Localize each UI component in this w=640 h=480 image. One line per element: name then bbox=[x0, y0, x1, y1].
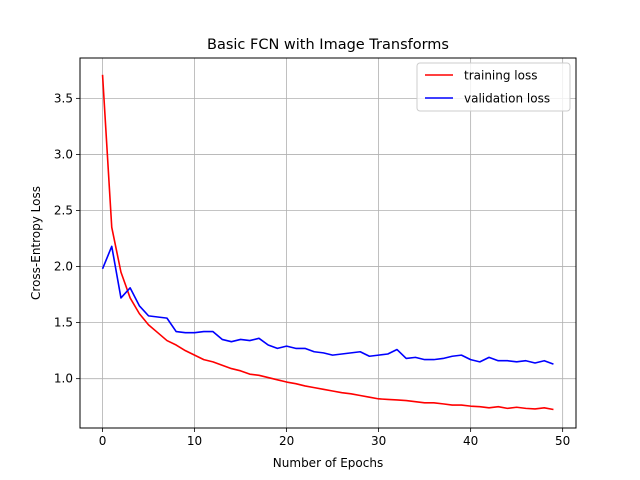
y-tick-label: 2.0 bbox=[54, 260, 73, 274]
plot-frame bbox=[79, 57, 577, 429]
y-tick-label: 1.0 bbox=[54, 372, 73, 386]
x-tick-label: 20 bbox=[279, 434, 294, 448]
series-layer bbox=[101, 74, 554, 411]
y-tick-label: 1.5 bbox=[54, 316, 73, 330]
y-tick-label: 2.5 bbox=[54, 203, 73, 217]
x-axis-label: Number of Epochs bbox=[273, 456, 383, 470]
y-tick-label: 3.0 bbox=[54, 147, 73, 161]
grid-lines bbox=[80, 58, 576, 428]
x-tick-label: 0 bbox=[99, 434, 107, 448]
legend-label-validation-loss: validation loss bbox=[464, 92, 550, 106]
y-axis: 1.0 1.5 2.0 2.5 3.0 3.5 bbox=[54, 91, 80, 386]
series-line-validation-loss bbox=[101, 245, 554, 365]
chart-title: Basic FCN with Image Transforms bbox=[207, 37, 449, 53]
x-tick-label: 50 bbox=[555, 434, 570, 448]
x-tick-label: 40 bbox=[463, 434, 478, 448]
y-tick-label: 3.5 bbox=[54, 91, 73, 105]
legend-box bbox=[416, 62, 571, 112]
y-axis-label: Cross-Entropy Loss bbox=[29, 186, 43, 300]
series-line-training-loss bbox=[101, 74, 554, 411]
x-tick-label: 10 bbox=[187, 434, 202, 448]
x-axis: 0 10 20 30 40 50 bbox=[99, 428, 570, 448]
legend: training loss validation loss bbox=[416, 62, 571, 112]
legend-label-training-loss: training loss bbox=[464, 69, 537, 83]
x-tick-label: 30 bbox=[371, 434, 386, 448]
